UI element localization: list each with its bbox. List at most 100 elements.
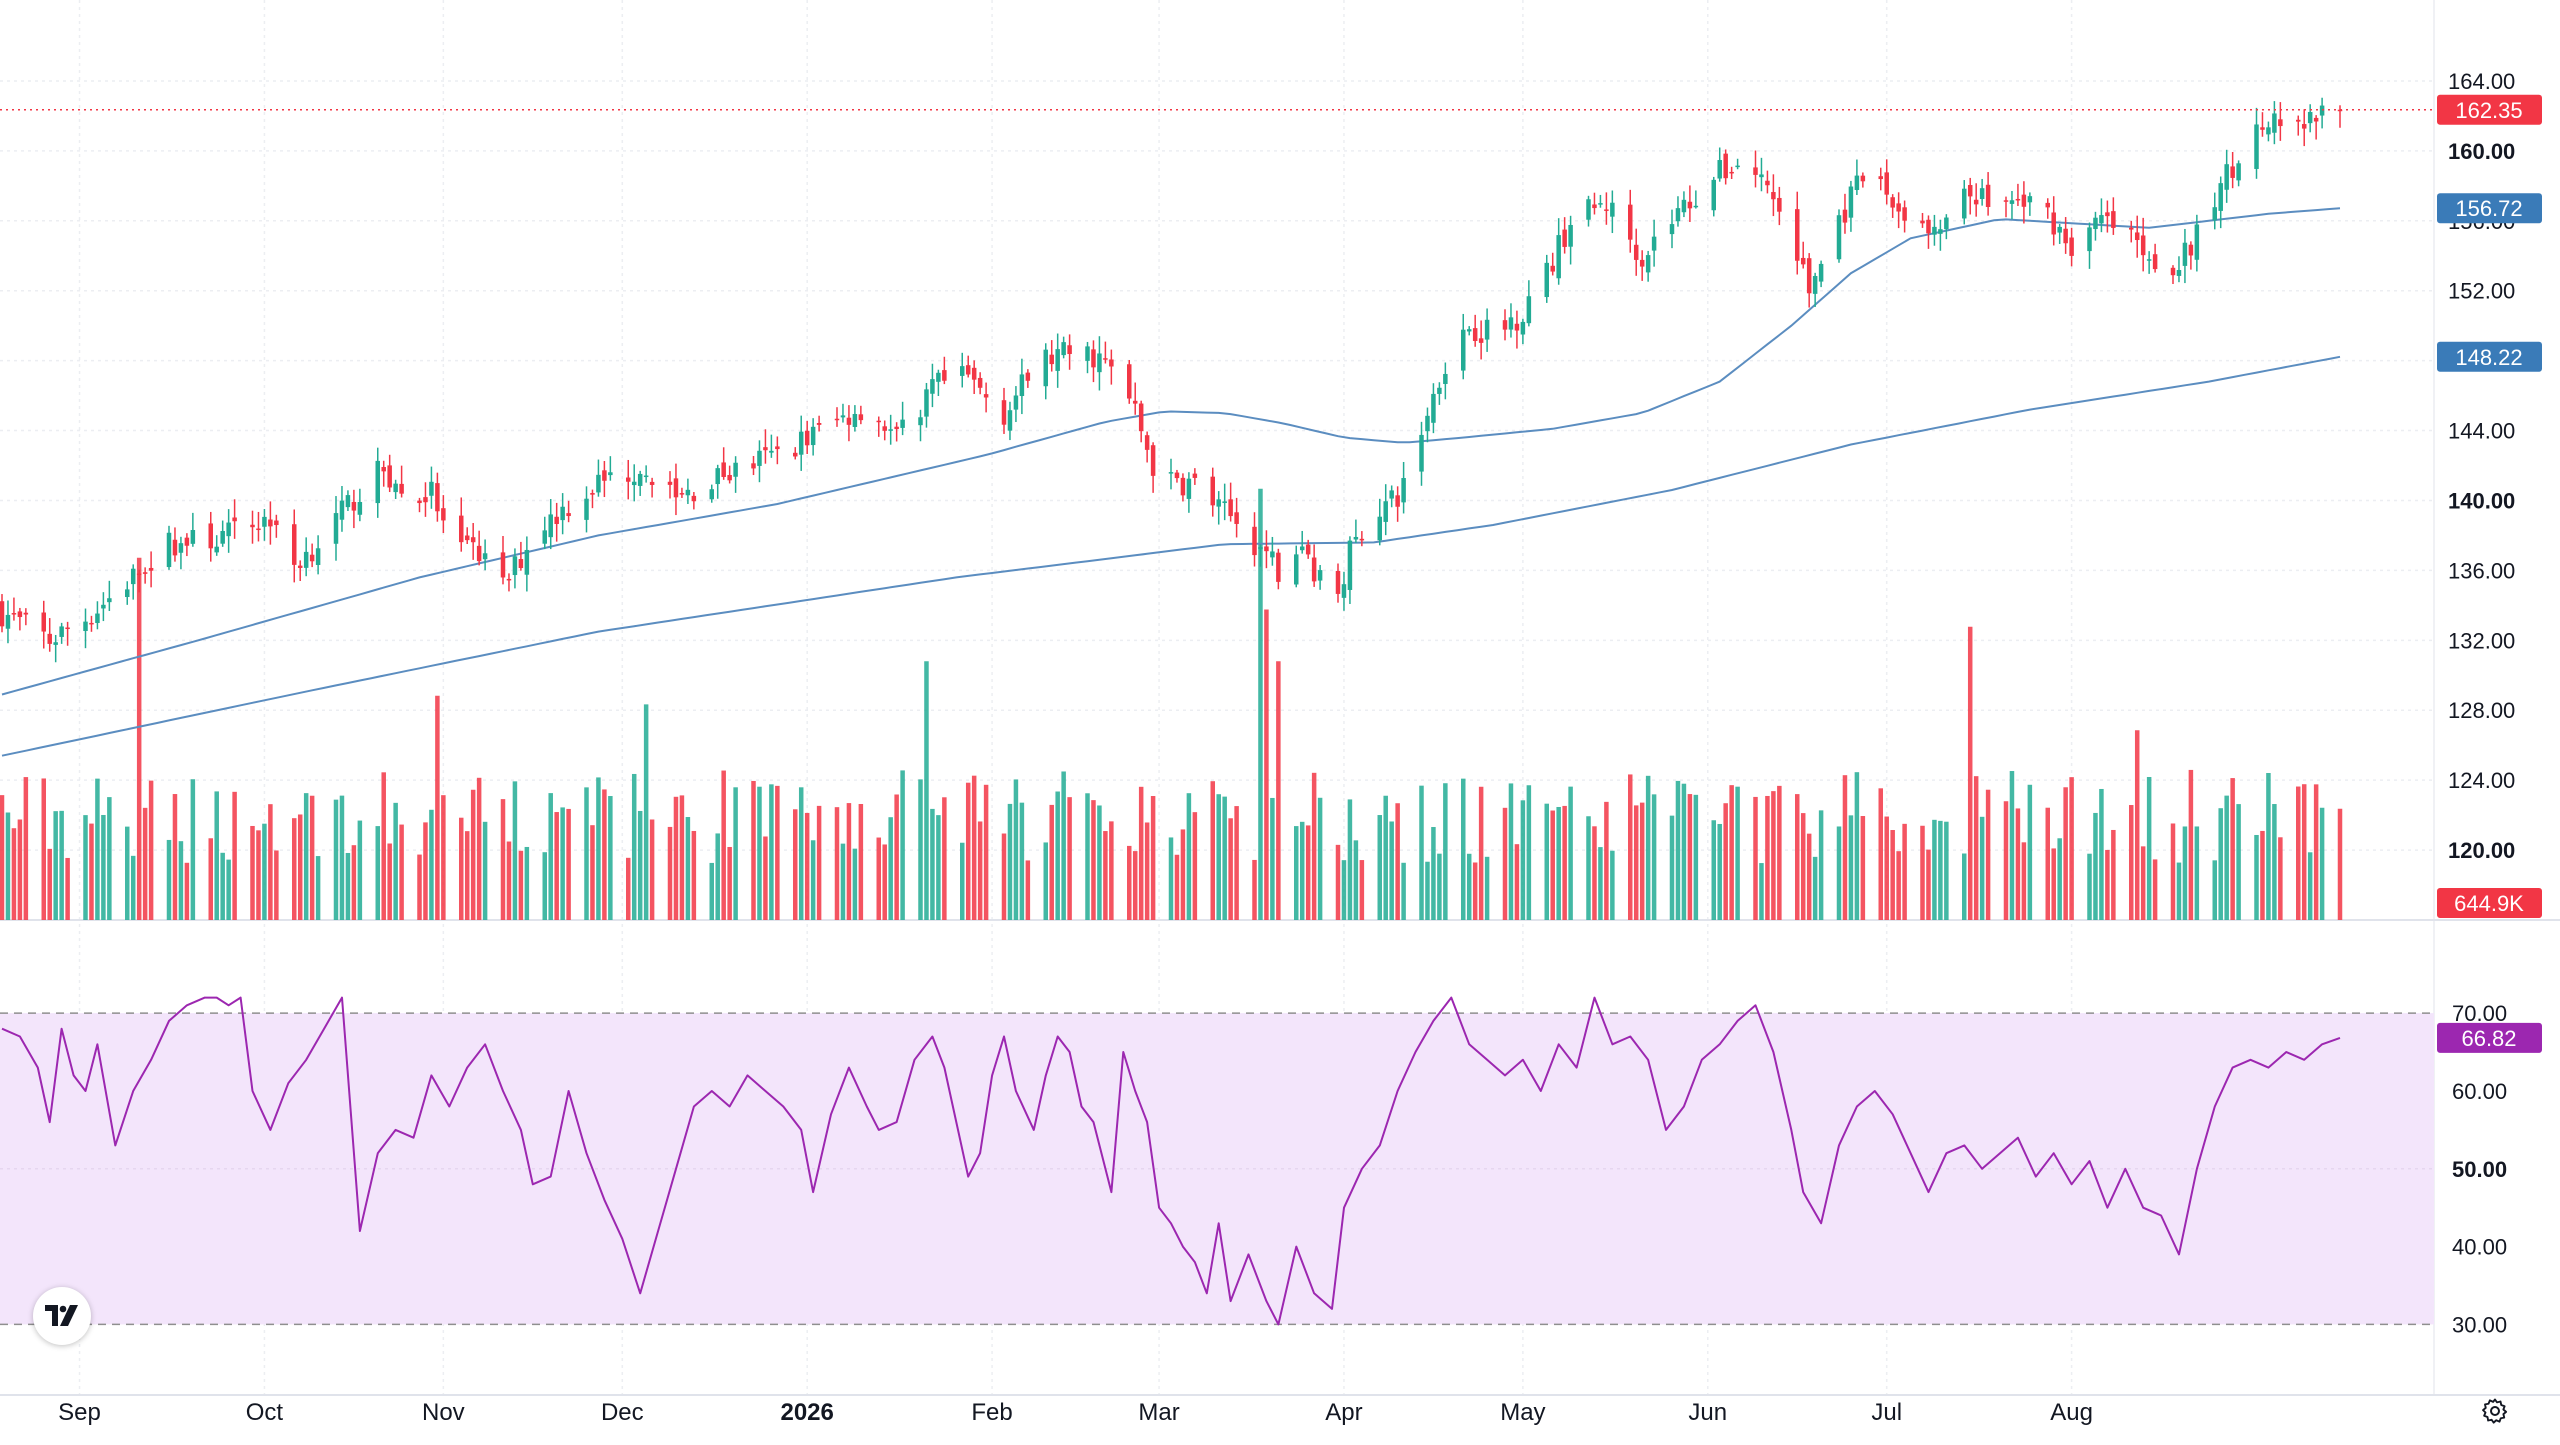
candle-body[interactable] xyxy=(333,513,339,544)
candle-body[interactable] xyxy=(840,415,846,418)
candle-body[interactable] xyxy=(309,554,315,562)
candle-body[interactable] xyxy=(637,473,643,486)
candle-body[interactable] xyxy=(297,565,303,568)
candle-body[interactable] xyxy=(381,467,386,472)
candle-body[interactable] xyxy=(1848,186,1854,218)
candle-body[interactable] xyxy=(1890,197,1895,208)
candle-body[interactable] xyxy=(1138,403,1144,432)
candle-body[interactable] xyxy=(2266,127,2271,135)
candle-body[interactable] xyxy=(83,621,88,632)
candle-body[interactable] xyxy=(506,578,512,581)
candle-body[interactable] xyxy=(727,474,732,481)
candle-body[interactable] xyxy=(2260,127,2265,130)
candle-body[interactable] xyxy=(417,500,422,504)
candle-body[interactable] xyxy=(1800,257,1806,265)
candle-body[interactable] xyxy=(1234,512,1239,524)
candle-body[interactable] xyxy=(125,589,130,598)
candle-body[interactable] xyxy=(1276,552,1281,582)
candle-body[interactable] xyxy=(500,552,506,578)
candle-body[interactable] xyxy=(2296,119,2301,122)
candle-body[interactable] xyxy=(315,548,321,565)
candle-body[interactable] xyxy=(649,481,655,485)
candle-body[interactable] xyxy=(47,633,52,644)
candle-body[interactable] xyxy=(2069,237,2074,256)
candle-body[interactable] xyxy=(2105,212,2110,217)
candle-body[interactable] xyxy=(936,372,941,382)
candle-body[interactable] xyxy=(2301,124,2307,129)
candle-body[interactable] xyxy=(1186,478,1192,499)
candle-body[interactable] xyxy=(1550,265,1555,272)
candle-body[interactable] xyxy=(423,497,428,503)
candle-body[interactable] xyxy=(584,498,589,520)
candle-body[interactable] xyxy=(1753,167,1758,175)
candle-body[interactable] xyxy=(1127,364,1132,399)
candle-body[interactable] xyxy=(793,452,798,457)
candle-body[interactable] xyxy=(2152,254,2158,270)
candle-body[interactable] xyxy=(1854,175,1860,191)
candle-body[interactable] xyxy=(2230,166,2235,178)
candle-body[interactable] xyxy=(184,537,190,546)
candle-body[interactable] xyxy=(53,642,58,645)
candle-body[interactable] xyxy=(1484,319,1490,340)
candle-body[interactable] xyxy=(429,481,434,496)
candle-body[interactable] xyxy=(1562,229,1567,247)
candle-body[interactable] xyxy=(470,537,476,543)
candle-body[interactable] xyxy=(757,450,762,466)
candle-body[interactable] xyxy=(2087,227,2092,252)
candle-body[interactable] xyxy=(751,463,756,469)
candle-body[interactable] xyxy=(1896,203,1901,212)
candle-body[interactable] xyxy=(667,481,673,485)
candle-body[interactable] xyxy=(1687,201,1693,209)
candle-body[interactable] xyxy=(1985,184,1991,207)
tradingview-logo-icon[interactable] xyxy=(33,1287,91,1345)
candle-body[interactable] xyxy=(983,394,989,398)
candle-body[interactable] xyxy=(5,614,11,629)
candle-body[interactable] xyxy=(2045,202,2051,208)
candle-body[interactable] xyxy=(59,626,64,637)
candle-body[interactable] xyxy=(1962,188,1967,219)
candle-body[interactable] xyxy=(1043,349,1049,387)
candle-body[interactable] xyxy=(566,513,571,517)
candle-body[interactable] xyxy=(2319,105,2325,116)
candle-body[interactable] xyxy=(190,530,196,544)
candle-body[interactable] xyxy=(882,426,887,431)
candle-body[interactable] xyxy=(1514,323,1520,331)
candle-body[interactable] xyxy=(214,546,219,553)
candle-body[interactable] xyxy=(691,495,697,502)
candle-body[interactable] xyxy=(1419,434,1424,472)
candle-body[interactable] xyxy=(876,420,882,423)
candle-body[interactable] xyxy=(65,627,70,630)
candle-body[interactable] xyxy=(1103,358,1108,360)
candle-body[interactable] xyxy=(1675,208,1681,222)
candle-body[interactable] xyxy=(23,612,29,615)
candle-body[interactable] xyxy=(518,559,524,569)
candle-body[interactable] xyxy=(810,426,816,446)
candle-body[interactable] xyxy=(2307,111,2313,124)
candle-body[interactable] xyxy=(542,530,548,544)
candle-body[interactable] xyxy=(41,612,47,632)
candle-body[interactable] xyxy=(166,532,172,568)
candle-body[interactable] xyxy=(1353,536,1359,540)
candle-body[interactable] xyxy=(1359,538,1365,541)
candle-body[interactable] xyxy=(1097,353,1102,373)
candle-body[interactable] xyxy=(524,549,530,575)
candle-body[interactable] xyxy=(1806,258,1812,294)
candle-body[interactable] xyxy=(2063,228,2068,244)
candle-body[interactable] xyxy=(476,545,482,562)
candle-body[interactable] xyxy=(441,508,446,521)
candle-body[interactable] xyxy=(178,543,184,553)
candle-body[interactable] xyxy=(971,367,977,380)
candle-body[interactable] xyxy=(1347,540,1353,590)
candle-body[interactable] xyxy=(136,573,142,576)
candle-body[interactable] xyxy=(2313,117,2319,122)
candle-body[interactable] xyxy=(512,556,518,576)
candle-body[interactable] xyxy=(1443,373,1448,384)
candle-body[interactable] xyxy=(303,551,309,568)
candle-body[interactable] xyxy=(1979,188,1985,200)
candle-body[interactable] xyxy=(226,522,231,537)
candle-body[interactable] xyxy=(1055,349,1060,371)
candle-body[interactable] xyxy=(1049,354,1054,365)
candle-body[interactable] xyxy=(763,447,768,451)
candle-body[interactable] xyxy=(1252,526,1257,556)
candle-body[interactable] xyxy=(1967,185,1973,197)
